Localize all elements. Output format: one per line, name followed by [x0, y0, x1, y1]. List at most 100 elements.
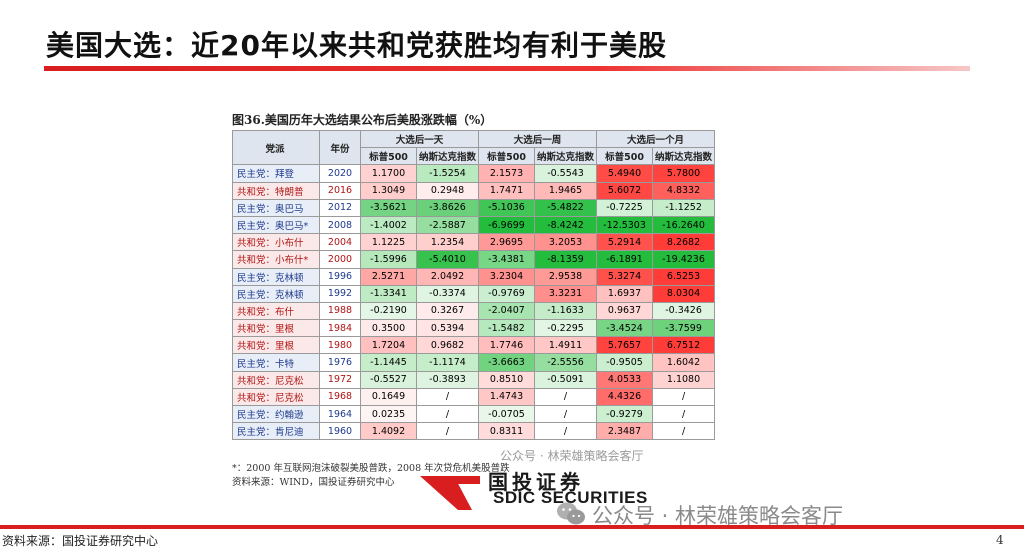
header-year: 年份	[319, 129, 361, 166]
value-cell: 1.6042	[652, 353, 716, 372]
value-cell: -5.1036	[478, 198, 536, 217]
value-cell: 0.2948	[415, 181, 480, 200]
value-cell: 1.9465	[534, 181, 598, 200]
value-cell: 1.3049	[360, 181, 417, 200]
value-cell: 1.2354	[415, 233, 480, 252]
value-cell: -5.4822	[534, 198, 598, 217]
party-cell: 民主党：克林顿	[232, 267, 320, 286]
sdic-logo-icon	[420, 476, 480, 510]
slide-title: 美国大选：近20年以来共和党获胜均有利于美股	[46, 29, 667, 62]
value-cell: 2.9538	[534, 267, 598, 286]
table-row: 民主党：约翰逊 1964 0.0235/-0.0705/-0.9279/	[232, 404, 716, 424]
value-cell: -0.9505	[596, 353, 654, 372]
table-body: 民主党：拜登 2020 1.1700 -1.5254 2.1573 -0.5543 5.49…	[232, 164, 716, 441]
value-cell: -0.5091	[534, 370, 598, 389]
party-cell: 民主党：奥巴马	[232, 198, 320, 217]
party-cell: 共和党：尼克松	[232, 370, 320, 389]
value-cell: 5.7800	[652, 164, 716, 183]
value-cell: 1.7471	[478, 181, 536, 200]
value-cell: 2.0492	[415, 267, 480, 286]
value-cell: 0.8510	[478, 370, 536, 389]
value-cell: /	[415, 404, 480, 424]
value-cell: 8.0304	[652, 284, 716, 303]
year-cell: 1960	[319, 422, 361, 441]
party-cell: 民主党：肯尼迪	[232, 422, 320, 441]
value-cell: -8.4242	[534, 215, 598, 235]
value-cell: 1.7204	[360, 336, 417, 355]
value-cell: -1.1633	[534, 301, 598, 321]
value-cell: -6.1891	[596, 250, 654, 269]
value-cell: 3.3231	[534, 284, 598, 303]
value-cell: /	[534, 404, 598, 424]
value-cell: 6.5253	[652, 267, 716, 286]
watermark-large: 公众号 · 林荣雄策略会客厅	[592, 504, 844, 528]
value-cell: 8.2682	[652, 233, 716, 252]
value-cell: -0.3893	[415, 370, 480, 389]
year-cell: 2016	[319, 181, 361, 200]
party-cell: 共和党：尼克松	[232, 387, 320, 407]
year-cell: 2008	[319, 215, 361, 235]
election-returns-table: 党派 年份 大选后一天 大选后一周 大选后一个月 标普500 纳斯达克指数 标普…	[232, 129, 716, 441]
value-cell: -3.8626	[415, 198, 480, 217]
party-cell: 共和党：小布什	[232, 233, 320, 252]
value-cell: 3.2304	[478, 267, 536, 286]
value-cell: -0.3426	[652, 301, 716, 321]
value-cell: 3.2053	[534, 233, 598, 252]
value-cell: 1.4743	[478, 387, 536, 407]
value-cell: -0.9769	[478, 284, 536, 303]
value-cell: 0.3500	[360, 319, 417, 338]
table-row: 民主党：卡特 1976 -1.1445 -1.1174 -3.6663 -2.5556 -0…	[232, 353, 716, 372]
value-cell: 2.3487	[596, 422, 654, 441]
value-cell: 5.3274	[596, 267, 654, 286]
value-cell: 1.1700	[360, 164, 417, 183]
table-row: 民主党：奥巴马 2012 -3.5621 -3.8626 -5.1036 -5.4822-…	[232, 198, 716, 217]
value-cell: 2.1573	[478, 164, 536, 183]
value-cell: /	[415, 422, 480, 441]
party-cell: 民主党：克林顿	[232, 284, 320, 303]
value-cell: -2.5887	[415, 215, 480, 235]
value-cell: -5.4010	[415, 250, 480, 269]
year-cell: 1996	[319, 267, 361, 286]
value-cell: -6.9699	[478, 215, 536, 235]
value-cell: -2.0407	[478, 301, 536, 321]
year-cell: 1976	[319, 353, 361, 372]
table-row: 共和党：特朗普 2016 1.3049 0.2948 1.7471 1.9465 5.607…	[232, 181, 716, 200]
party-cell: 共和党：小布什*	[232, 250, 320, 269]
year-cell: 1980	[319, 336, 361, 355]
table-row: 共和党：小布什 2004 1.1225 1.2354 2.9695 3.2053 5.291…	[232, 233, 716, 252]
value-cell: 1.7746	[478, 336, 536, 355]
value-cell: 1.4092	[360, 422, 417, 441]
wechat-icon	[557, 502, 585, 525]
value-cell: -0.7225	[596, 198, 654, 217]
footer-bar	[0, 525, 1024, 529]
party-cell: 共和党：里根	[232, 319, 320, 338]
value-cell: -3.6663	[478, 353, 536, 372]
value-cell: 2.9695	[478, 233, 536, 252]
value-cell: 0.3267	[415, 301, 480, 321]
table-footnote: *：2000 年互联网泡沫破裂美股普跌，2008 年次贷危机美股普跌	[232, 463, 510, 474]
value-cell: /	[534, 387, 598, 407]
party-cell: 民主党：卡特	[232, 353, 320, 372]
value-cell: /	[415, 387, 480, 407]
subheader-cell: 标普500	[360, 147, 417, 166]
year-cell: 2004	[319, 233, 361, 252]
year-cell: 1972	[319, 370, 361, 389]
table-row: 共和党：里根 1984 0.3500 0.5394 -1.5482 -0.2295 -3.4…	[232, 319, 716, 338]
value-cell: /	[652, 422, 716, 441]
footer-source: 资料来源：国投证券研究中心	[2, 534, 159, 548]
year-cell: 1988	[319, 301, 361, 321]
party-cell: 民主党：奥巴马*	[232, 215, 320, 235]
value-cell: -0.2190	[360, 301, 417, 321]
subheader-cell: 标普500	[478, 147, 536, 166]
figure-caption: 图36.美国历年大选结果公布后美股涨跌幅（%）	[232, 113, 493, 127]
watermark-small: 公众号 · 林荣雄策略会客厅	[500, 449, 644, 463]
value-cell: 0.8311	[478, 422, 536, 441]
value-cell: 5.6072	[596, 181, 654, 200]
value-cell: 1.1225	[360, 233, 417, 252]
table-row: 民主党：奥巴马* 2008 -1.4002 -2.5887 -6.9699 -8.4242…	[232, 215, 716, 235]
value-cell: -1.5996	[360, 250, 417, 269]
title-underline	[44, 66, 970, 71]
value-cell: -0.2295	[534, 319, 598, 338]
subheader-cell: 标普500	[596, 147, 654, 166]
table-row: 共和党：布什 1988 -0.2190 0.3267 -2.0407 -1.1633 0.9…	[232, 301, 716, 321]
